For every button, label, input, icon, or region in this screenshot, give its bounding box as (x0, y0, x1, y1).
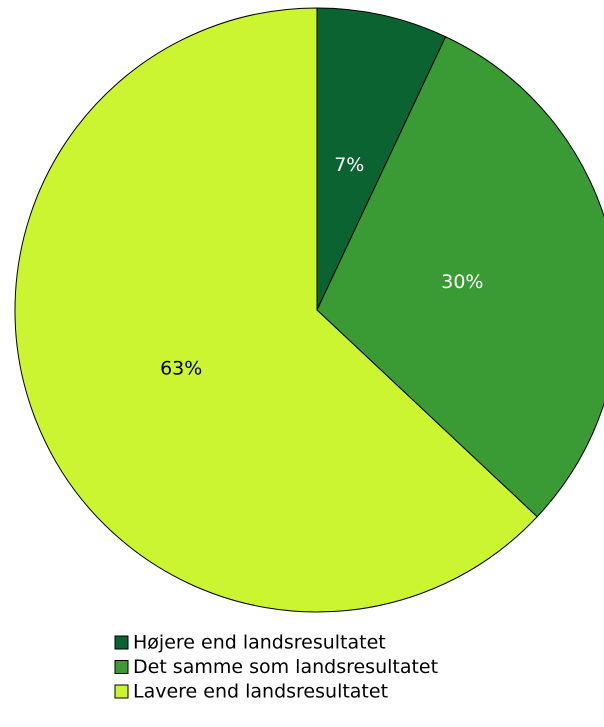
pie-slice (316, 36, 604, 518)
slice-label: 7% (334, 154, 364, 176)
legend-label: Højere end landsresultatet (133, 632, 386, 654)
pie-slice (14, 7, 538, 613)
legend-swatch (114, 684, 129, 699)
slice-label: 30% (441, 271, 483, 293)
pie-slice (316, 7, 447, 311)
legend-label: Det samme som landsresultatet (133, 656, 438, 678)
legend-swatch (114, 660, 129, 674)
legend-swatch (114, 635, 129, 650)
slice-label: 63% (160, 357, 202, 379)
legend-label: Lavere end landsresultatet (133, 681, 388, 703)
